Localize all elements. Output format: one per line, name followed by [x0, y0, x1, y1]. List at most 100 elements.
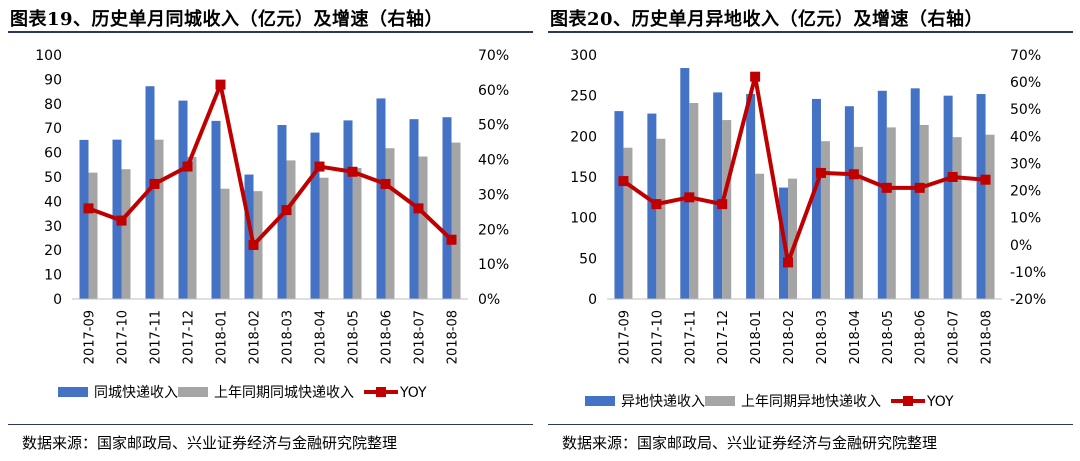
bar	[877, 90, 887, 299]
title-divider	[8, 31, 533, 33]
line-point	[281, 205, 292, 216]
source-divider	[8, 424, 533, 425]
bar	[286, 160, 296, 299]
x-tick-label: 2017-12	[182, 310, 197, 364]
line-point	[446, 234, 457, 245]
bar	[623, 147, 633, 299]
y-tick-label: 0	[588, 292, 597, 308]
bar	[680, 68, 690, 299]
bar	[352, 167, 362, 299]
series-line	[622, 74, 986, 265]
legend-item: YOY	[364, 385, 427, 401]
bar	[811, 98, 821, 299]
bar	[844, 106, 854, 300]
line-point	[149, 178, 160, 189]
chart-svg-right: 0 50 100 150 200 250 300 -20% -10% 0% 10% 20% 30% 40%…	[570, 48, 1046, 410]
x-tick-label: 2017-10	[116, 310, 131, 364]
x-tick-label: 2017-09	[617, 310, 632, 364]
x-tick-label: 2018-06	[914, 310, 929, 364]
y-tick-label: 10	[44, 268, 62, 284]
line-point	[684, 192, 695, 203]
x-tick-label: 2017-11	[683, 310, 698, 364]
line-point	[314, 161, 325, 172]
x-tick-label: 2018-04	[848, 310, 863, 364]
x-tick-label: 2017-10	[650, 310, 665, 364]
legend-label: YOY	[399, 385, 427, 401]
y-tick-label: 200	[570, 129, 597, 145]
bar	[656, 138, 666, 299]
line-point	[980, 174, 991, 185]
line-point	[914, 182, 925, 193]
y-tick-label: 60	[44, 146, 62, 162]
line-point	[618, 176, 629, 187]
y-tick-label: 250	[570, 89, 597, 105]
line-point	[116, 215, 127, 226]
y2-tick-label: 10%	[1010, 211, 1041, 227]
bar	[154, 139, 164, 299]
bar	[79, 139, 89, 299]
line-point	[413, 203, 424, 214]
title-divider	[548, 31, 1073, 33]
y2-tick-label: 30%	[478, 187, 509, 203]
x-tick-label: 2018-08	[980, 310, 995, 364]
y-tick-label: 100	[35, 48, 62, 64]
y-tick-label: 90	[44, 72, 62, 88]
bar	[319, 177, 329, 299]
y-tick-label: 80	[44, 97, 62, 113]
bar	[442, 117, 452, 299]
line-point	[717, 199, 728, 210]
bar	[220, 188, 230, 299]
legend-label: 上年同期同城快递收入	[214, 385, 354, 401]
chart-title: 图表19、历史单月同城收入（亿元）及增速（右轴）	[10, 9, 444, 30]
bar	[985, 134, 995, 299]
bar	[244, 174, 254, 299]
bar	[187, 156, 197, 299]
y2-tick-label: 30%	[1010, 156, 1041, 172]
x-tick-label: 2018-04	[314, 310, 329, 364]
bar	[121, 169, 131, 299]
series-line	[87, 82, 453, 247]
line-point	[347, 166, 358, 177]
chart-panel-right: 图表20、历史单月异地收入（亿元）及增速（右轴） 0 50 100 150 200 250…	[540, 0, 1080, 461]
chart-title: 图表20、历史单月异地收入（亿元）及增速（右轴）	[550, 9, 984, 30]
legend-item: 同城快递收入	[58, 385, 178, 401]
bar	[919, 124, 929, 300]
legend-marker	[376, 387, 386, 397]
y2-tick-label: -20%	[1010, 292, 1046, 308]
y2-tick-label: 20%	[478, 222, 509, 238]
line-point	[783, 257, 794, 268]
y-tick-label: 20	[44, 243, 62, 259]
y-tick-label: 150	[570, 170, 597, 186]
legend-label: 上年同期异地快递收入	[741, 394, 881, 410]
line-point	[947, 172, 958, 182]
line-point	[815, 167, 826, 178]
line-point	[651, 199, 662, 210]
y2-tick-label: 70%	[478, 48, 509, 64]
legend-label: 同城快递收入	[94, 385, 178, 401]
legend-item: 上年同期异地快递收入	[705, 394, 881, 410]
bar	[145, 86, 155, 299]
y-tick-label: 30	[44, 219, 62, 235]
bar	[451, 142, 461, 299]
bar	[788, 178, 798, 299]
x-tick-label: 2018-02	[248, 310, 263, 364]
legend-item: YOY	[891, 394, 954, 410]
chart-panel-left: 图表19、历史单月同城收入（亿元）及增速（右轴） 0 10 20 30 40 50 60 70…	[8, 9, 533, 452]
bar	[976, 94, 986, 299]
legend-label: 异地快递收入	[621, 394, 705, 410]
legend-item: 异地快递收入	[585, 394, 705, 410]
bar	[820, 141, 830, 299]
bar	[343, 120, 353, 299]
x-tick-label: 2018-01	[215, 310, 230, 364]
y-tick-label: 40	[44, 194, 62, 210]
bar	[310, 132, 320, 299]
x-tick-label: 2018-07	[947, 310, 962, 364]
bar	[713, 92, 723, 299]
line-point	[848, 169, 859, 180]
line-point	[881, 182, 892, 193]
y2-tick-label: 0%	[1010, 238, 1032, 254]
line-point	[83, 203, 94, 214]
y2-tick-label: 40%	[1010, 129, 1041, 145]
source-note: 数据来源：国家邮政局、兴业证券经济与金融研究院整理	[22, 434, 398, 452]
bar	[853, 146, 863, 299]
